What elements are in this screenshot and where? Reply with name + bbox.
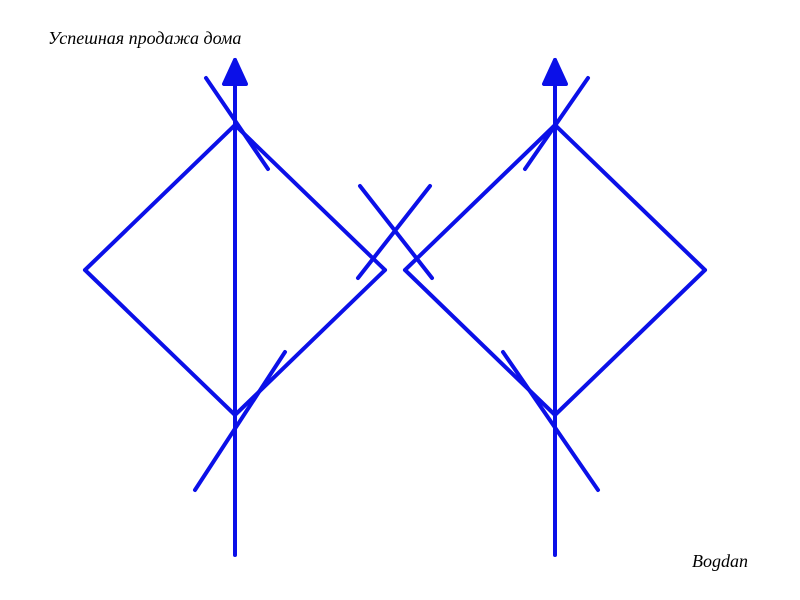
rune-diagram: [0, 0, 800, 600]
rune-svg: [0, 0, 800, 600]
